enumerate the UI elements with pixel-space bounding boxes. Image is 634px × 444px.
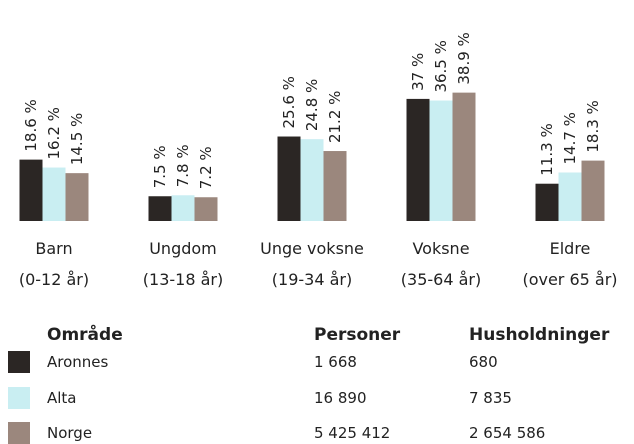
x-tick-label: (19-34 år) [272,270,352,289]
bar [42,167,66,221]
bar [429,100,453,221]
value-label: 7.2 % [197,146,215,189]
column-header: Husholdninger [469,325,610,345]
value-label: 18.3 % [584,100,602,152]
value-label: 11.3 % [538,123,556,175]
value-label: 7.5 % [151,145,169,188]
table-cell: 7 835 [469,389,512,407]
x-tick-label: Unge voksne [260,239,364,258]
bar [323,151,347,221]
legend-label: Aronnes [47,353,109,371]
bar [194,197,218,221]
value-label: 24.8 % [303,79,321,131]
column-header: Område [47,323,123,345]
legend-swatch [8,387,30,409]
x-tick-label: (0-12 år) [19,270,89,289]
value-label: 25.6 % [280,76,298,128]
bar [277,136,301,221]
table-cell: 16 890 [314,389,367,407]
x-tick-label: Ungdom [149,239,217,258]
bar [148,196,172,221]
legend-label: Alta [47,389,77,407]
bar [65,173,89,221]
value-label: 14.5 % [68,113,86,165]
table-cell: 2 654 586 [469,424,545,442]
legend-swatch [8,351,30,373]
bar [452,92,476,221]
bar [171,195,195,221]
value-label: 21.2 % [326,91,344,143]
x-tick-label: (35-64 år) [401,270,481,289]
value-label: 37 % [409,53,427,91]
column-header: Personer [314,325,401,345]
bar [300,139,324,221]
bar [406,98,430,221]
value-label: 36.5 % [432,40,450,92]
x-tick-label: (over 65 år) [522,270,617,289]
table-cell: 680 [469,353,498,371]
table-cell: 1 668 [314,353,357,371]
table-cell: 5 425 412 [314,424,390,442]
value-label: 7.8 % [174,144,192,187]
value-label: 18.6 % [22,99,40,151]
x-tick-label: Voksne [412,239,469,258]
bar [558,172,582,221]
value-label: 38.9 % [455,32,473,84]
value-label: 14.7 % [561,112,579,164]
bar [581,160,605,221]
legend-swatch [8,422,30,444]
x-tick-label: Eldre [550,239,591,258]
x-tick-label: Barn [35,239,72,258]
bar [19,159,43,221]
bar [535,183,559,221]
value-label: 16.2 % [45,107,63,159]
legend-table: Område Personer Husholdninger [47,323,610,345]
x-tick-label: (13-18 år) [143,270,223,289]
legend-label: Norge [47,424,92,442]
